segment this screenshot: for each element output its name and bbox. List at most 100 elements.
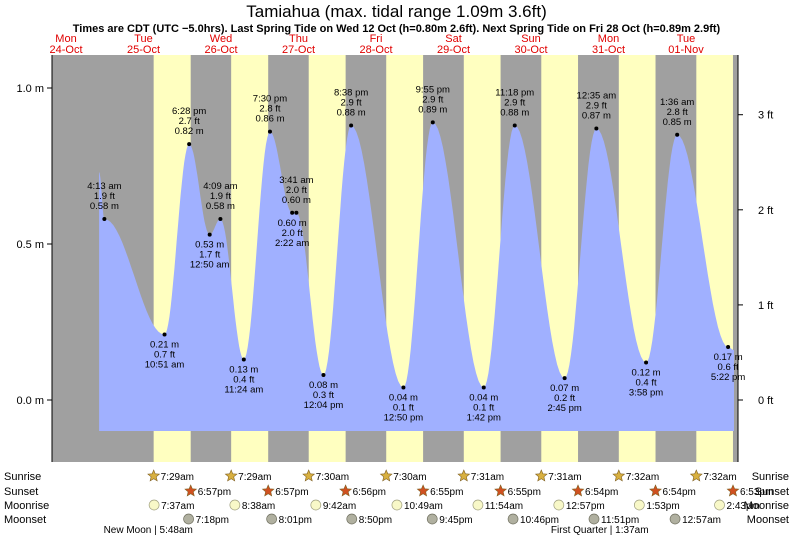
tide-label: 0.08 m — [309, 380, 338, 391]
tide-point — [349, 123, 354, 128]
chart-subtitle: Times are CDT (UTC −5.0hrs). Last Spring… — [73, 23, 721, 35]
tide-label: 0.89 m — [418, 104, 447, 115]
tide-label: 1.9 ft — [94, 191, 115, 202]
tide-point — [241, 357, 246, 362]
moonrise-time: 1:53pm — [646, 501, 679, 512]
tide-label: 0.82 m — [175, 126, 204, 137]
moonrise-icon — [714, 499, 725, 511]
tide-label: 11:24 am — [224, 384, 263, 395]
tide-label: 0.58 m — [90, 201, 119, 212]
day-header-dow: Mon — [55, 33, 76, 45]
tide-label: 0.21 m — [150, 339, 179, 350]
day-header-dow: Tue — [677, 33, 696, 45]
moonset-time: 11:51pm — [601, 515, 639, 526]
tide-label: 12:50 am — [190, 260, 230, 271]
tide-label: 0.6 ft — [718, 362, 739, 373]
tide-point — [290, 210, 295, 215]
tide-point — [294, 210, 299, 215]
sunset-time: 6:54pm — [585, 487, 618, 498]
tide-label: 0.07 m — [550, 383, 579, 394]
tide-label: 0.13 m — [229, 364, 258, 375]
sunrise-row-label-right: Sunrise — [752, 471, 789, 483]
day-header-date: 31-Oct — [592, 44, 625, 56]
tide-label: 0.4 ft — [636, 378, 657, 389]
tide-label: 2.0 ft — [282, 228, 303, 239]
day-header-date: 27-Oct — [282, 44, 315, 56]
tide-point — [726, 344, 731, 349]
tide-label: 12:35 am — [577, 91, 617, 102]
tide-label: 12:50 pm — [384, 413, 424, 424]
moonrise-time: 11:54am — [485, 501, 523, 512]
moon-phase-label: First Quarter | 1:37am — [551, 525, 649, 536]
sunrise-star — [457, 469, 471, 482]
moonset-row-label-left: Moonset — [4, 514, 46, 526]
sunrise-star — [147, 469, 161, 482]
sunset-row-label-right: Sunset — [755, 486, 789, 498]
tide-point — [321, 373, 326, 378]
sunset-star — [494, 484, 508, 497]
moonrise-row-label-right: Moonrise — [744, 500, 789, 512]
tide-label: 0.04 m — [469, 393, 498, 404]
tide-point — [267, 129, 272, 134]
moonset-icon — [588, 513, 600, 525]
right-tick-label: 1 ft — [758, 300, 773, 312]
tide-label: 2.0 ft — [286, 185, 307, 196]
sunset-row-label-left: Sunset — [4, 486, 38, 498]
tide-point — [430, 120, 435, 125]
sunrise-time: 7:29am — [161, 472, 194, 483]
left-tick-label: 1.0 m — [16, 83, 44, 95]
tide-label: 12:04 pm — [304, 400, 344, 411]
sunrise-time: 7:30am — [316, 472, 349, 483]
moonrise-time: 8:38am — [242, 501, 275, 512]
moonset-icon — [183, 513, 194, 525]
right-tick-label: 3 ft — [758, 110, 773, 122]
day-header-date: 24-Oct — [49, 44, 82, 56]
tide-label: 0.53 m — [195, 240, 224, 251]
sunrise-row-label-left: Sunrise — [4, 471, 41, 483]
tide-label: 11:18 pm — [495, 87, 534, 98]
tide-label: 8:38 pm — [334, 87, 368, 98]
sunset-star — [261, 484, 275, 497]
tide-point — [162, 332, 167, 337]
day-header-date: 30-Oct — [514, 44, 547, 56]
moon-phase-label: New Moon | 5:48am — [104, 525, 193, 536]
tide-label: 4:13 am — [87, 181, 121, 192]
tide-label: 2.9 ft — [586, 101, 607, 112]
moonrise-icon — [310, 499, 322, 511]
sunset-time: 6:57pm — [275, 487, 308, 498]
tide-label: 0.1 ft — [393, 403, 414, 414]
sunset-star — [416, 484, 430, 497]
sun-moon-rows: Sunrise Sunrise Sunset Sunset Moonrise Moonri… — [4, 469, 789, 536]
sunset-time: 6:53pm — [740, 487, 773, 498]
tide-label: 5:22 pm — [711, 372, 745, 383]
moonset-time: 8:50pm — [359, 515, 392, 526]
sunset-time: 6:55pm — [508, 487, 541, 498]
tide-label: 3:41 am — [279, 175, 313, 186]
day-header-dow: Sat — [445, 33, 462, 45]
tide-label: 2:45 pm — [547, 403, 581, 414]
tide-label: 0.7 ft — [154, 349, 175, 360]
sunrise-time: 7:31am — [471, 472, 504, 483]
tide-label: 7:30 pm — [253, 94, 287, 105]
sunrise-time: 7:31am — [548, 472, 581, 483]
tide-label: 2.8 ft — [259, 104, 280, 115]
tide-point — [594, 126, 599, 131]
moonrise-row-label-left: Moonrise — [4, 500, 49, 512]
tide-label: 0.17 m — [714, 352, 743, 363]
y-axes: 0.0 m 0.5 m 1.0 m 0 ft 1 ft 2 ft 3 ft — [16, 55, 773, 462]
moonrise-icon — [553, 499, 565, 511]
tide-label: 2.8 ft — [667, 107, 688, 118]
tide-label: 2.7 ft — [179, 116, 200, 127]
moonset-time: 12:57am — [682, 515, 721, 526]
moonset-time: 9:45pm — [439, 515, 472, 526]
tide-point — [207, 232, 212, 237]
moonset-icon — [507, 513, 519, 525]
moonset-icon — [266, 513, 277, 525]
sunrise-star — [224, 469, 238, 482]
tide-point — [401, 385, 406, 390]
tide-point — [512, 123, 517, 128]
tide-label: 0.87 m — [582, 111, 611, 122]
tide-label: 6:28 pm — [172, 106, 206, 117]
